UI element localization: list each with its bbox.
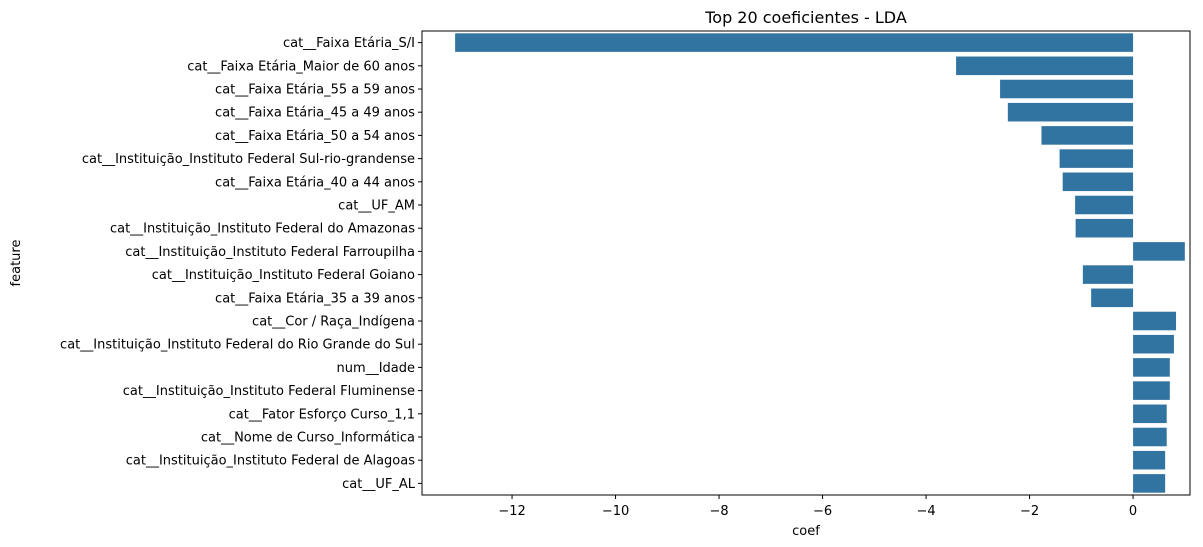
y-tick-label: cat__UF_AL: [342, 477, 416, 492]
bar: [1133, 334, 1174, 354]
bar: [1133, 381, 1170, 400]
bar: [1000, 79, 1134, 99]
y-tick-label: cat__Instituição_Instituto Federal Flumi…: [123, 384, 415, 399]
y-tick-label: cat__Faixa Etária_Maior de 60 anos: [187, 59, 415, 74]
x-tick-label: −10: [602, 504, 629, 519]
x-tick-label: −8: [709, 504, 728, 519]
y-axis-ticks: cat__Faixa Etária_S/I cat__Faixa Etária_M…: [60, 36, 422, 492]
y-tick-label: cat__Faixa Etária_40 a 44 anos: [215, 175, 415, 190]
y-tick-label: cat__Faixa Etária_50 a 54 anos: [215, 129, 415, 144]
y-tick-label: cat__Cor / Raça_Indígena: [252, 315, 415, 330]
bar: [1082, 265, 1134, 284]
plot-frame: [421, 30, 1191, 496]
x-tick-label: −12: [498, 504, 525, 519]
bar: [1075, 218, 1134, 238]
x-tick-label: −4: [916, 504, 935, 519]
y-tick-label: cat__Faixa Etária_45 a 49 anos: [215, 106, 415, 121]
x-tick-label: −6: [813, 504, 832, 519]
y-tick-label: cat__Faixa Etária_35 a 39 anos: [215, 291, 415, 306]
chart-title: Top 20 coeficientes - LDA: [704, 8, 907, 27]
bar: [1133, 242, 1185, 261]
bar: [1133, 427, 1167, 447]
bar: [1062, 172, 1134, 192]
bar: [1133, 404, 1167, 424]
x-axis-ticks: −12 −10 −8 −6 −4 −2 0: [498, 495, 1137, 519]
x-axis-label: coef: [792, 524, 820, 539]
y-tick-label: cat__Nome de Curso_Informática: [201, 431, 415, 446]
bar: [1059, 149, 1134, 168]
y-tick-label: cat__Faixa Etária_S/I: [283, 36, 415, 51]
bar: [1041, 126, 1134, 145]
y-tick-label: cat__Faixa Etária_55 a 59 anos: [215, 83, 415, 98]
bar: [1133, 358, 1170, 377]
y-tick-label: num__Idade: [337, 361, 415, 376]
y-tick-label: cat__Fator Esforço Curso_1,1: [229, 407, 415, 422]
y-tick-label: cat__UF_AM: [338, 199, 415, 214]
y-tick-label: cat__Instituição_Instituto Federal Goian…: [152, 268, 415, 283]
y-tick-label: cat__Instituição_Instituto Federal Sul-r…: [82, 152, 415, 167]
bar: [1007, 102, 1134, 122]
bar: [1133, 450, 1166, 470]
bar: [1091, 288, 1134, 308]
y-tick-label: cat__Instituição_Instituto Federal Farro…: [125, 245, 415, 260]
x-tick-label: −2: [1020, 504, 1039, 519]
x-tick-label: 0: [1129, 504, 1137, 519]
y-axis-label: feature: [9, 240, 24, 287]
bar: [1075, 195, 1134, 215]
bar: [1133, 474, 1166, 493]
y-tick-label: cat__Instituição_Instituto Federal do Ri…: [60, 338, 415, 353]
bars-group: [455, 33, 1185, 493]
y-tick-label: cat__Instituição_Instituto Federal do Am…: [110, 222, 415, 237]
bar: [1133, 311, 1177, 331]
bar: [455, 33, 1134, 52]
bar: [956, 56, 1134, 76]
y-tick-label: cat__Instituição_Instituto Federal de Al…: [126, 454, 415, 469]
